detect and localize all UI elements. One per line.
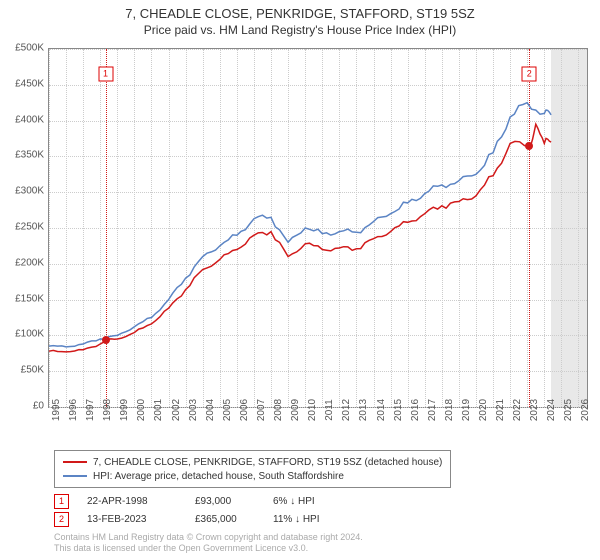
footer-line-2: This data is licensed under the Open Gov… <box>54 543 363 554</box>
footer-line-1: Contains HM Land Registry data © Crown c… <box>54 532 363 543</box>
y-axis-label: £200K <box>2 257 44 268</box>
y-axis-label: £500K <box>2 43 44 54</box>
y-axis-label: £450K <box>2 78 44 89</box>
y-axis-label: £300K <box>2 186 44 197</box>
x-axis-label: 2025 <box>563 399 574 421</box>
transaction-delta: 11% ↓ HPI <box>273 514 353 525</box>
x-axis-label: 2021 <box>495 399 506 421</box>
transaction-table: 1 22-APR-1998 £93,000 6% ↓ HPI 2 13-FEB-2023 £… <box>54 492 353 528</box>
legend-row: HPI: Average price, detached house, Sout… <box>63 469 442 483</box>
x-axis-label: 2008 <box>273 399 284 421</box>
chart-title: 7, CHEADLE CLOSE, PENKRIDGE, STAFFORD, S… <box>0 6 600 21</box>
x-axis-label: 2014 <box>376 399 387 421</box>
x-axis-label: 2001 <box>153 399 164 421</box>
x-axis-label: 2024 <box>546 399 557 421</box>
marker-label: 1 <box>98 67 113 82</box>
transaction-marker: 2 <box>54 512 69 527</box>
x-axis-label: 2020 <box>478 399 489 421</box>
x-axis-label: 2000 <box>136 399 147 421</box>
x-axis-label: 2009 <box>290 399 301 421</box>
y-axis-label: £0 <box>2 401 44 412</box>
series-line-paid <box>49 124 551 352</box>
x-axis-label: 2007 <box>256 399 267 421</box>
transaction-price: £93,000 <box>195 496 255 507</box>
x-axis-label: 2023 <box>529 399 540 421</box>
y-axis-label: £150K <box>2 293 44 304</box>
legend-row: 7, CHEADLE CLOSE, PENKRIDGE, STAFFORD, S… <box>63 455 442 469</box>
x-axis-label: 2019 <box>461 399 472 421</box>
x-axis-label: 2026 <box>580 399 591 421</box>
legend: 7, CHEADLE CLOSE, PENKRIDGE, STAFFORD, S… <box>54 450 451 488</box>
transaction-date: 22-APR-1998 <box>87 496 177 507</box>
x-axis-label: 1995 <box>51 399 62 421</box>
transaction-price: £365,000 <box>195 514 255 525</box>
x-axis-label: 2003 <box>188 399 199 421</box>
x-axis-label: 2015 <box>393 399 404 421</box>
transaction-date: 13-FEB-2023 <box>87 514 177 525</box>
transaction-row: 1 22-APR-1998 £93,000 6% ↓ HPI <box>54 492 353 510</box>
marker-dot <box>525 142 533 150</box>
x-axis-label: 2012 <box>341 399 352 421</box>
x-axis-label: 1999 <box>119 399 130 421</box>
legend-swatch <box>63 475 87 477</box>
x-axis-label: 2004 <box>205 399 216 421</box>
x-axis-label: 2011 <box>324 399 335 421</box>
marker-dot <box>102 336 110 344</box>
chart-plot-area: 12 <box>48 48 588 408</box>
x-axis-label: 2018 <box>444 399 455 421</box>
marker-label: 2 <box>522 67 537 82</box>
legend-swatch <box>63 461 87 463</box>
y-axis-label: £350K <box>2 150 44 161</box>
plot-svg <box>49 49 587 407</box>
x-axis-label: 2022 <box>512 399 523 421</box>
x-axis-label: 2005 <box>222 399 233 421</box>
y-axis-label: £100K <box>2 329 44 340</box>
x-axis-label: 2006 <box>239 399 250 421</box>
x-axis-label: 1997 <box>85 399 96 421</box>
legend-label: HPI: Average price, detached house, Sout… <box>93 471 344 482</box>
transaction-row: 2 13-FEB-2023 £365,000 11% ↓ HPI <box>54 510 353 528</box>
transaction-delta: 6% ↓ HPI <box>273 496 353 507</box>
x-axis-label: 2010 <box>307 399 318 421</box>
x-axis-label: 1998 <box>102 399 113 421</box>
transaction-marker: 1 <box>54 494 69 509</box>
y-axis-label: £50K <box>2 365 44 376</box>
footer-attribution: Contains HM Land Registry data © Crown c… <box>54 532 363 554</box>
series-line-hpi <box>49 103 551 347</box>
x-axis-label: 2013 <box>358 399 369 421</box>
x-axis-label: 1996 <box>68 399 79 421</box>
chart-subtitle: Price paid vs. HM Land Registry's House … <box>0 23 600 37</box>
x-axis-label: 2016 <box>410 399 421 421</box>
y-axis-label: £250K <box>2 222 44 233</box>
y-axis-label: £400K <box>2 114 44 125</box>
legend-label: 7, CHEADLE CLOSE, PENKRIDGE, STAFFORD, S… <box>93 457 442 468</box>
x-axis-label: 2002 <box>171 399 182 421</box>
x-axis-label: 2017 <box>427 399 438 421</box>
